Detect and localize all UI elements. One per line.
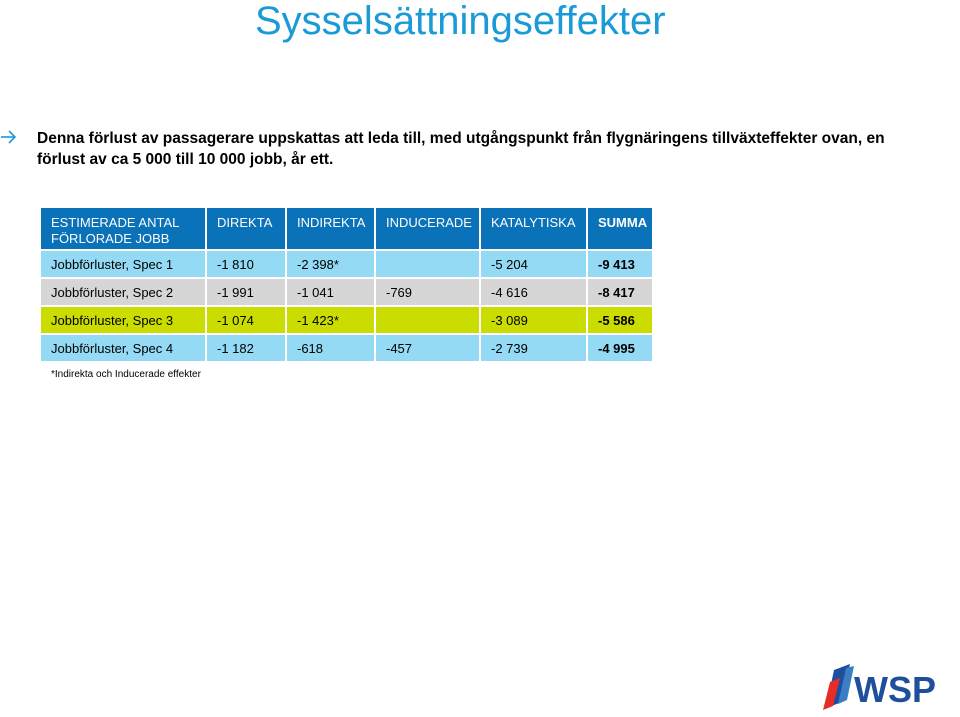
table-header-row: ESTIMERADE ANTAL FÖRLORADE JOBB DIREKTA … [41, 208, 654, 251]
cell-indirekta: -1 041 [286, 278, 376, 307]
header-estimated-jobs: ESTIMERADE ANTAL FÖRLORADE JOBB [41, 208, 207, 251]
row-label: Jobbförluster, Spec 2 [41, 278, 207, 307]
wsp-logo: WSP [820, 662, 960, 717]
arrow-right-icon [0, 129, 18, 150]
cell-summa: -8 417 [587, 278, 654, 307]
row-label: Jobbförluster, Spec 3 [41, 306, 207, 335]
table-row: Jobbförluster, Spec 2 -1 991 -1 041 -769… [41, 278, 654, 307]
table-row: Jobbförluster, Spec 1 -1 810 -2 398* -5 … [41, 250, 654, 279]
header-indirekta: INDIREKTA [286, 208, 376, 251]
header-inducerade: INDUCERADE [375, 208, 481, 251]
table-row: Jobbförluster, Spec 4 -1 182 -618 -457 -… [41, 334, 654, 363]
row-label: Jobbförluster, Spec 1 [41, 250, 207, 279]
cell-katalytiska: -4 616 [480, 278, 588, 307]
bullet-text: Denna förlust av passagerare uppskattas … [37, 130, 885, 168]
header-katalytiska: KATALYTISKA [480, 208, 588, 251]
cell-katalytiska: -5 204 [480, 250, 588, 279]
cell-katalytiska: -2 739 [480, 334, 588, 363]
cell-inducerade: -457 [375, 334, 481, 363]
cell-indirekta: -1 423* [286, 306, 376, 335]
header-direkta: DIREKTA [206, 208, 287, 251]
cell-inducerade: -769 [375, 278, 481, 307]
footnote: *Indirekta och Inducerade effekter [51, 369, 201, 380]
cell-indirekta: -2 398* [286, 250, 376, 279]
header-summa: SUMMA [587, 208, 654, 251]
table-row: Jobbförluster, Spec 3 -1 074 -1 423* -3 … [41, 306, 654, 335]
cell-direkta: -1 182 [206, 334, 287, 363]
cell-katalytiska: -3 089 [480, 306, 588, 335]
jobs-table: ESTIMERADE ANTAL FÖRLORADE JOBB DIREKTA … [41, 208, 654, 363]
cell-direkta: -1 074 [206, 306, 287, 335]
cell-direkta: -1 991 [206, 278, 287, 307]
cell-inducerade [375, 306, 481, 335]
cell-indirekta: -618 [286, 334, 376, 363]
svg-text:WSP: WSP [854, 669, 936, 710]
page-title: Sysselsättningseffekter [255, 0, 666, 43]
cell-inducerade [375, 250, 481, 279]
row-label: Jobbförluster, Spec 4 [41, 334, 207, 363]
cell-direkta: -1 810 [206, 250, 287, 279]
cell-summa: -5 586 [587, 306, 654, 335]
cell-summa: -9 413 [587, 250, 654, 279]
cell-summa: -4 995 [587, 334, 654, 363]
